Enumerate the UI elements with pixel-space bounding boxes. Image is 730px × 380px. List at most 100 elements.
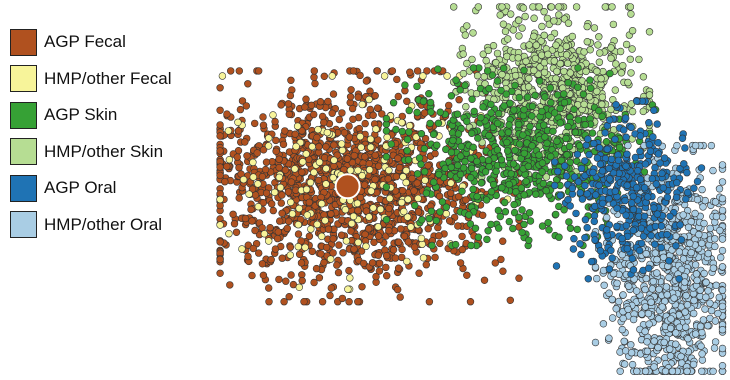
data-point bbox=[421, 134, 430, 143]
legend-swatch bbox=[10, 174, 37, 202]
data-point bbox=[394, 92, 402, 101]
data-point bbox=[624, 282, 633, 290]
data-point bbox=[357, 143, 365, 152]
data-point bbox=[704, 287, 712, 295]
data-point bbox=[477, 179, 486, 187]
data-point bbox=[279, 140, 288, 149]
data-point bbox=[718, 246, 727, 255]
data-point bbox=[623, 181, 631, 190]
data-point bbox=[693, 276, 701, 285]
data-point bbox=[338, 109, 346, 117]
data-point bbox=[337, 140, 346, 148]
data-point bbox=[525, 41, 533, 49]
data-point bbox=[538, 168, 546, 176]
data-point bbox=[371, 91, 379, 100]
data-point bbox=[603, 226, 611, 234]
data-point bbox=[347, 86, 355, 94]
data-point bbox=[526, 122, 534, 131]
data-point bbox=[602, 138, 611, 146]
data-point bbox=[562, 51, 571, 59]
data-point bbox=[641, 160, 650, 168]
data-point bbox=[443, 72, 451, 80]
data-point bbox=[565, 218, 573, 226]
data-point bbox=[249, 244, 258, 253]
data-point bbox=[532, 41, 540, 49]
data-point bbox=[302, 95, 310, 103]
data-point bbox=[350, 245, 358, 253]
data-point bbox=[394, 154, 402, 163]
legend-swatch bbox=[10, 101, 37, 129]
data-point bbox=[361, 181, 369, 189]
data-point bbox=[595, 106, 603, 115]
data-point bbox=[551, 210, 560, 219]
data-point bbox=[453, 110, 462, 118]
data-point bbox=[576, 189, 584, 197]
data-point bbox=[637, 224, 645, 233]
data-point bbox=[282, 277, 290, 285]
data-point bbox=[322, 164, 330, 173]
data-point bbox=[269, 111, 277, 119]
data-point bbox=[223, 162, 231, 171]
data-point bbox=[645, 118, 653, 127]
data-point bbox=[654, 139, 662, 147]
data-point bbox=[591, 236, 599, 244]
data-point bbox=[613, 204, 621, 213]
data-point bbox=[428, 241, 436, 250]
data-point bbox=[629, 226, 637, 235]
data-point bbox=[419, 97, 428, 106]
data-point bbox=[707, 141, 716, 150]
data-point bbox=[255, 249, 263, 257]
data-point bbox=[221, 178, 229, 186]
data-point bbox=[706, 299, 714, 307]
data-point bbox=[596, 160, 605, 168]
data-point bbox=[436, 239, 444, 248]
data-point bbox=[398, 245, 406, 254]
data-point bbox=[265, 298, 273, 306]
data-point bbox=[410, 187, 418, 195]
data-point bbox=[627, 349, 636, 357]
data-point bbox=[216, 163, 224, 171]
data-point bbox=[680, 160, 688, 168]
data-point bbox=[611, 86, 619, 94]
data-point bbox=[503, 138, 511, 147]
data-point bbox=[645, 28, 654, 36]
data-point bbox=[337, 231, 346, 239]
data-point bbox=[715, 185, 724, 193]
data-point bbox=[514, 120, 523, 129]
data-point bbox=[382, 127, 391, 135]
data-point bbox=[595, 144, 604, 152]
data-point bbox=[684, 223, 693, 232]
data-point bbox=[632, 97, 641, 105]
data-point bbox=[370, 238, 378, 247]
data-point bbox=[487, 220, 495, 229]
data-point bbox=[511, 81, 519, 90]
data-point bbox=[514, 16, 523, 25]
data-point bbox=[605, 116, 614, 124]
data-point bbox=[400, 207, 408, 216]
data-point bbox=[586, 76, 594, 84]
data-point bbox=[520, 220, 528, 229]
data-point bbox=[590, 24, 599, 32]
data-point bbox=[529, 3, 537, 11]
data-point bbox=[424, 161, 432, 170]
data-point bbox=[423, 67, 431, 75]
data-point bbox=[482, 196, 491, 204]
data-point bbox=[463, 22, 471, 30]
data-point bbox=[238, 97, 247, 105]
data-point bbox=[348, 219, 356, 228]
data-point bbox=[321, 216, 329, 225]
data-point bbox=[327, 255, 335, 263]
data-point bbox=[494, 119, 502, 128]
data-point bbox=[229, 210, 237, 219]
data-point bbox=[653, 120, 661, 128]
data-point bbox=[223, 110, 231, 118]
data-point bbox=[491, 259, 499, 267]
data-point bbox=[445, 101, 453, 110]
data-point bbox=[365, 166, 374, 174]
data-point bbox=[509, 224, 517, 233]
data-point bbox=[248, 217, 256, 225]
data-point bbox=[520, 66, 528, 75]
data-point bbox=[317, 250, 325, 258]
data-point bbox=[417, 130, 426, 138]
data-point bbox=[435, 170, 443, 179]
